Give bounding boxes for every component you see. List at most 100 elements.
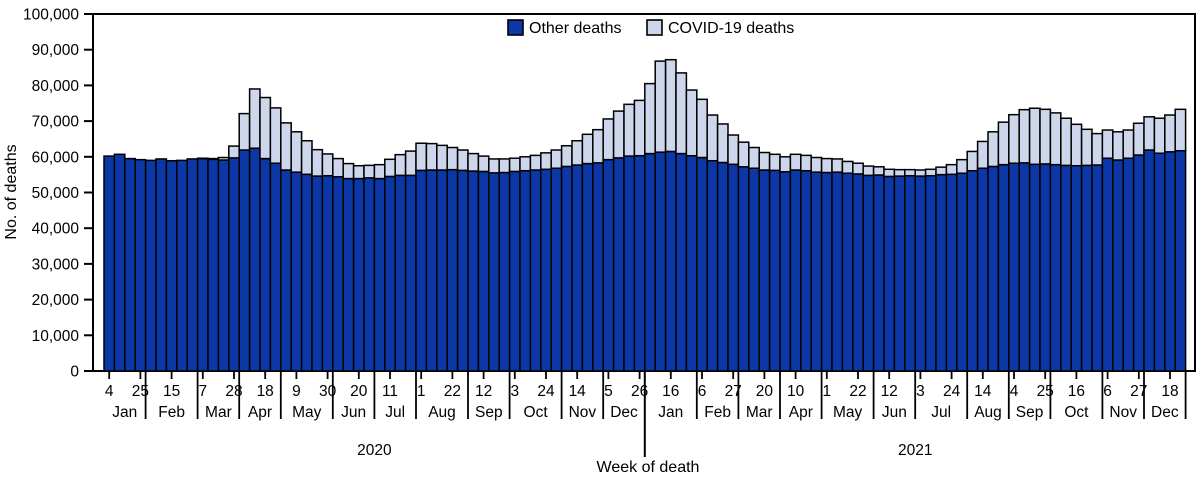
bar-other-deaths: [1112, 159, 1124, 372]
bar-covid-deaths: [935, 166, 948, 176]
bar-other-deaths: [508, 170, 521, 372]
bar-other-deaths: [893, 175, 906, 372]
week-tick-label: 14: [974, 383, 992, 400]
bar-covid-deaths: [1164, 114, 1176, 153]
bar-other-deaths: [706, 159, 719, 372]
bar-other-deaths: [737, 166, 750, 372]
bar-other-deaths: [352, 177, 365, 372]
bar-other-deaths: [841, 172, 854, 372]
bar-other-deaths: [852, 173, 864, 372]
bar-covid-deaths: [1101, 129, 1114, 159]
bar-other-deaths: [488, 172, 500, 372]
bar-other-deaths: [363, 177, 376, 372]
week-tick-label: 4: [105, 383, 114, 400]
bar-other-deaths: [1070, 164, 1083, 372]
bar-other-deaths: [748, 167, 760, 372]
month-label: Jul: [385, 404, 405, 421]
bar-covid-deaths: [467, 152, 480, 172]
week-tick-label: 1: [822, 383, 831, 400]
year-label: 2021: [898, 442, 932, 459]
week-tick-label: 16: [1068, 383, 1085, 400]
bar-covid-deaths: [436, 144, 448, 171]
week-tick-label: 9: [292, 383, 301, 400]
bar-other-deaths: [779, 171, 792, 372]
week-tick-label: 10: [787, 383, 805, 400]
bar-other-deaths: [207, 158, 220, 372]
bar-other-deaths: [924, 174, 937, 372]
bar-other-deaths: [155, 158, 168, 372]
bar-covid-deaths: [924, 168, 937, 177]
y-tick-label: 30,000: [32, 256, 80, 273]
bar-covid-deaths: [841, 160, 854, 174]
bar-other-deaths: [196, 157, 209, 372]
bar-other-deaths: [467, 170, 480, 372]
y-tick-label: 40,000: [32, 221, 80, 238]
y-tick-label: 70,000: [32, 114, 80, 131]
bar-covid-deaths: [560, 144, 573, 168]
y-axis: 0 10,000 20,000 30,000 40,000 50,000 60,000 70,…: [23, 7, 93, 381]
bar-other-deaths: [456, 169, 469, 372]
bar-covid-deaths: [592, 128, 604, 164]
month-label: Jan: [112, 404, 137, 421]
week-tick-label: 15: [163, 383, 180, 400]
bar-covid-deaths: [332, 157, 344, 178]
bar-covid-deaths: [831, 158, 844, 173]
bar-covid-deaths: [976, 140, 989, 169]
bar-covid-deaths: [612, 110, 625, 159]
bar-other-deaths: [904, 174, 916, 372]
bar-covid-deaths: [373, 163, 386, 180]
bar-other-deaths: [436, 169, 448, 372]
month-label: Apr: [248, 404, 272, 421]
y-tick-label: 60,000: [32, 149, 80, 166]
bar-other-deaths: [914, 175, 927, 372]
bar-other-deaths: [332, 176, 344, 372]
bar-covid-deaths: [1049, 112, 1062, 166]
week-tick-label: 4: [1010, 383, 1019, 400]
bar-other-deaths: [633, 154, 646, 372]
legend-swatch-other-deaths: [507, 19, 524, 36]
bar-other-deaths: [945, 173, 958, 372]
month-label: Jan: [658, 404, 683, 421]
bar-covid-deaths: [259, 96, 272, 160]
bar-covid-deaths: [966, 150, 979, 172]
bar-covid-deaths: [654, 60, 667, 153]
bar-other-deaths: [290, 171, 303, 372]
bar-other-deaths: [768, 169, 781, 372]
bar-other-deaths: [560, 165, 573, 372]
bar-covid-deaths: [956, 158, 968, 174]
bar-other-deaths: [498, 171, 511, 372]
month-label: Nov: [569, 404, 597, 421]
bar-covid-deaths: [540, 152, 552, 171]
bar-covid-deaths: [550, 149, 563, 169]
bar-other-deaths: [997, 163, 1010, 372]
week-tick-label: 14: [569, 383, 587, 400]
bar-covid-deaths: [633, 99, 646, 157]
week-tick-label: 12: [475, 383, 492, 400]
bar-covid-deaths: [706, 114, 719, 162]
bar-other-deaths: [1028, 163, 1041, 372]
bar-other-deaths: [758, 169, 771, 372]
month-label: Jun: [882, 404, 907, 421]
bar-other-deaths: [1153, 152, 1166, 372]
bar-other-deaths: [820, 171, 833, 372]
bar-other-deaths: [217, 159, 230, 372]
bar-covid-deaths: [789, 153, 802, 171]
bar-other-deaths: [1060, 164, 1072, 372]
bar-other-deaths: [269, 162, 282, 372]
bar-covid-deaths: [571, 139, 584, 166]
month-label: Aug: [428, 404, 456, 421]
bar-other-deaths: [800, 169, 812, 372]
bar-other-deaths: [654, 151, 667, 372]
bar-covid-deaths: [800, 154, 812, 172]
bar-other-deaths: [134, 158, 147, 372]
bar-other-deaths: [176, 159, 188, 372]
bar-covid-deaths: [498, 158, 511, 174]
bar-other-deaths: [1008, 162, 1020, 372]
bar-covid-deaths: [1070, 123, 1083, 167]
legend-label-other-deaths: Other deaths: [529, 20, 622, 37]
bar-covid-deaths: [820, 157, 833, 174]
bar-covid-deaths: [1039, 108, 1052, 165]
y-tick-label: 100,000: [23, 7, 79, 24]
month-label: Jun: [341, 404, 366, 421]
